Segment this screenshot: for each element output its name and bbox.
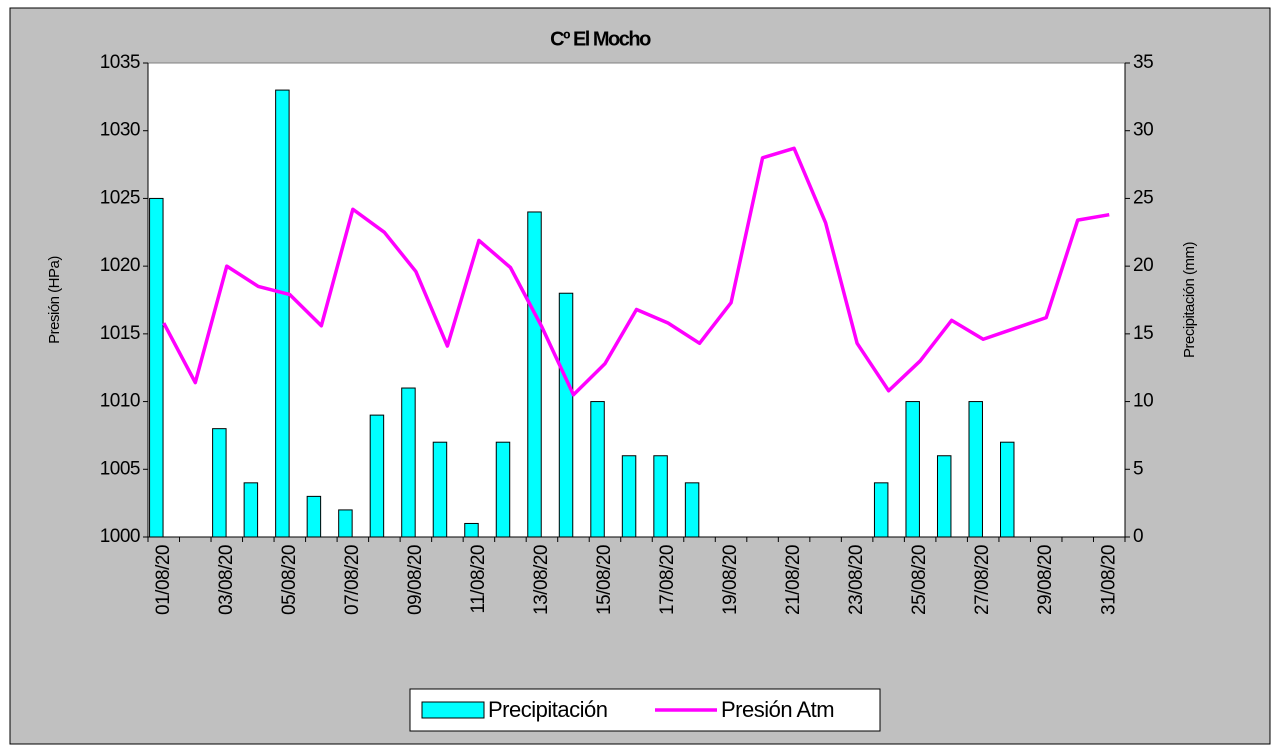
bar [275,89,290,538]
x-tick-label: 21/08/20 [783,545,804,615]
bar [243,482,259,538]
bar [306,495,322,538]
bar [590,401,605,538]
y2-tick-label: 5 [1133,458,1143,479]
bar [527,211,542,538]
y-tick-label: 1030 [100,120,140,141]
x-tick-label: 23/08/20 [846,545,867,615]
legend-swatch [421,701,485,719]
y-tick-label: 1000 [100,526,140,547]
y2-tick-label: 20 [1133,255,1153,276]
y2-tick-label: 30 [1133,120,1153,141]
y-tick-label: 1035 [100,52,140,73]
x-tick-label: 05/08/20 [279,545,300,615]
bar [464,522,479,538]
y-tick-label: 1010 [100,391,140,412]
y2-tick-label: 25 [1133,187,1153,208]
bar [873,482,889,538]
bar [653,455,668,538]
bar [968,401,983,538]
bar [684,482,700,538]
bar [558,292,574,538]
y2-axis-title: Precipitación (mm) [1181,241,1198,358]
x-tick-label: 25/08/20 [909,545,930,615]
bar [621,455,637,538]
y-tick-label: 1005 [100,458,140,479]
y2-tick-label: 15 [1133,323,1153,344]
line [162,146,1110,397]
bar [1000,441,1015,538]
x-tick-label: 17/08/20 [657,545,678,615]
y-axis-title: Presión (HPa) [46,256,63,344]
x-tick-label: 19/08/20 [720,545,741,615]
x-tick-label: 11/08/20 [468,545,489,614]
chart-title: Cº El Mocho [550,28,651,50]
legend-box [409,688,881,732]
bar [369,414,385,538]
x-tick-label: 27/08/20 [972,545,993,615]
y-tick-label: 1015 [100,323,140,344]
legend-label: Precipitación [488,697,607,722]
plot-area [147,62,1126,538]
bar [495,441,511,538]
bar [936,455,952,538]
y2-tick-label: 10 [1133,391,1153,412]
bar [149,197,164,538]
bar [401,387,416,538]
bar [212,428,227,538]
x-tick-label: 15/08/20 [594,545,615,615]
bar [905,401,920,538]
x-tick-label: 07/08/20 [342,545,363,615]
x-tick-label: 09/08/20 [405,545,426,615]
bar [338,509,353,538]
y-tick-label: 1020 [100,255,140,276]
bar [432,441,448,538]
legend-label: Presión Atm [721,697,834,722]
x-tick-label: 31/08/20 [1098,545,1119,615]
y-tick-label: 1025 [100,187,140,208]
x-tick-label: 29/08/20 [1035,545,1056,615]
x-tick-label: 13/08/20 [531,545,552,615]
x-tick-label: 01/08/20 [153,545,174,615]
y2-tick-label: 0 [1133,526,1143,547]
x-tick-label: 03/08/20 [216,545,237,615]
y2-tick-label: 35 [1133,52,1153,73]
